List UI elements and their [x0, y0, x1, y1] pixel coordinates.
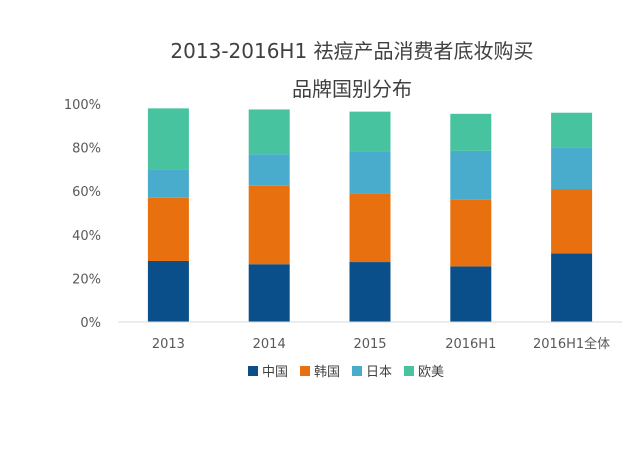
bar-segment-4-1	[147, 108, 189, 170]
bar-segment-2-2	[248, 185, 290, 265]
legend-swatch-1	[248, 366, 258, 376]
bar-segment-1-2	[248, 264, 290, 322]
legend-label-2: 韩国	[314, 365, 340, 380]
chart-title-line-2: 品牌国别分布	[292, 77, 412, 101]
bar-segment-4-4	[450, 113, 492, 151]
bar-segment-3-1	[147, 169, 189, 198]
legend-label-1: 中国	[262, 365, 288, 380]
x-tick-label: 2016H1全体	[533, 336, 610, 352]
x-tick-label: 2015	[353, 337, 386, 352]
legend-label-3: 日本	[366, 365, 392, 380]
y-tick-label: 20%	[72, 272, 101, 287]
chart-title-line-1: 2013-2016H1 祛痘产品消费者底妆购买	[170, 39, 533, 63]
bar-segment-3-3	[349, 151, 391, 194]
bar-segment-3-5	[551, 147, 593, 190]
y-tick-label: 40%	[72, 229, 101, 244]
bar-segment-1-1	[147, 260, 189, 322]
x-tick-label: 2014	[253, 337, 286, 352]
x-tick-label: 2016H1	[445, 337, 496, 352]
bar-segment-4-5	[551, 112, 593, 148]
y-tick-label: 0%	[80, 316, 101, 331]
y-tick-label: 60%	[72, 185, 101, 200]
legend-swatch-4	[404, 366, 414, 376]
legend-label-4: 欧美	[418, 365, 444, 380]
bars-group	[147, 108, 593, 322]
bar-segment-4-3	[349, 111, 391, 152]
bar-segment-1-4	[450, 266, 492, 322]
bar-segment-2-3	[349, 193, 391, 263]
bar-segment-2-4	[450, 199, 492, 267]
bar-segment-4-2	[248, 109, 290, 155]
x-axis-ticks: 2013 2014 2015 2016H1 2016H1全体	[152, 336, 610, 352]
legend-swatch-2	[300, 366, 310, 376]
bar-segment-3-4	[450, 150, 492, 200]
x-tick-label: 2013	[152, 337, 185, 352]
y-axis-ticks: 0% 20% 40% 60% 80% 100%	[64, 98, 101, 331]
bar-segment-3-2	[248, 154, 290, 186]
bar-segment-2-1	[147, 197, 189, 261]
legend-swatch-3	[352, 366, 362, 376]
y-tick-label: 100%	[64, 98, 101, 113]
bar-segment-1-5	[551, 253, 593, 322]
legend: 中国 韩国 日本 欧美	[248, 365, 444, 380]
y-tick-label: 80%	[72, 142, 101, 157]
bar-segment-2-5	[551, 189, 593, 254]
bar-segment-1-3	[349, 262, 391, 322]
